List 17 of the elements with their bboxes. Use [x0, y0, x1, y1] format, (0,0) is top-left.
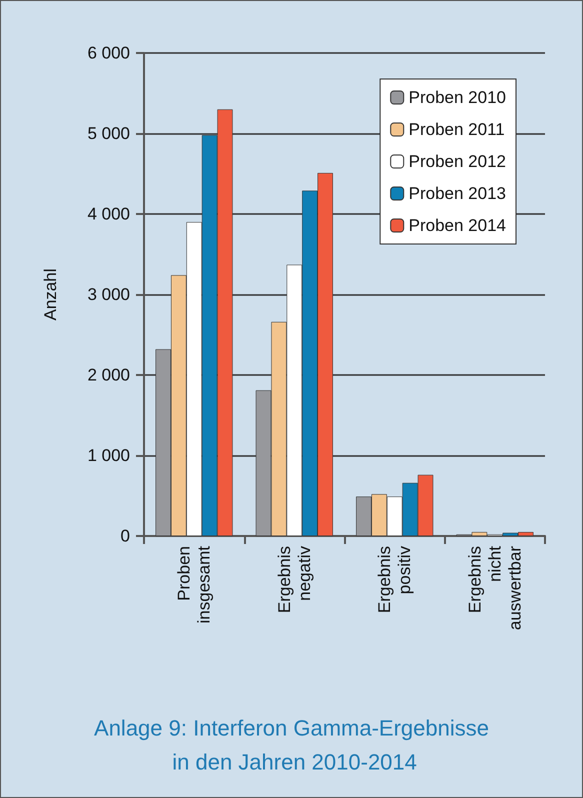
x-tick-label: Proben insgesamt: [174, 546, 214, 624]
y-tick-label: 4 000: [87, 204, 130, 224]
legend-label: Proben 2014: [408, 216, 506, 235]
legend-label: Proben 2013: [408, 184, 506, 203]
y-tick-label: 5 000: [87, 124, 130, 143]
x-tick-label: Ergebnis positiv: [375, 546, 414, 614]
y-axis-title: Anzahl: [41, 268, 60, 320]
text: Anlage 9: Interferon Gamma-Ergebnisse in den Jahren 2010-2014: [94, 716, 489, 774]
legend-label: Proben 2010: [408, 88, 506, 107]
y-tick-label: 3 000: [87, 285, 130, 304]
y-tick-label: 2 000: [87, 366, 130, 384]
y-tick-label: 1 000: [87, 446, 130, 465]
legend-label: Proben 2011: [408, 120, 505, 139]
y-tick-label: 0: [120, 526, 130, 546]
x-tick-label: Ergebnis negativ: [274, 546, 314, 614]
legend-label: Proben 2012: [408, 152, 506, 171]
y-tick-label: 6 000: [87, 44, 130, 62]
